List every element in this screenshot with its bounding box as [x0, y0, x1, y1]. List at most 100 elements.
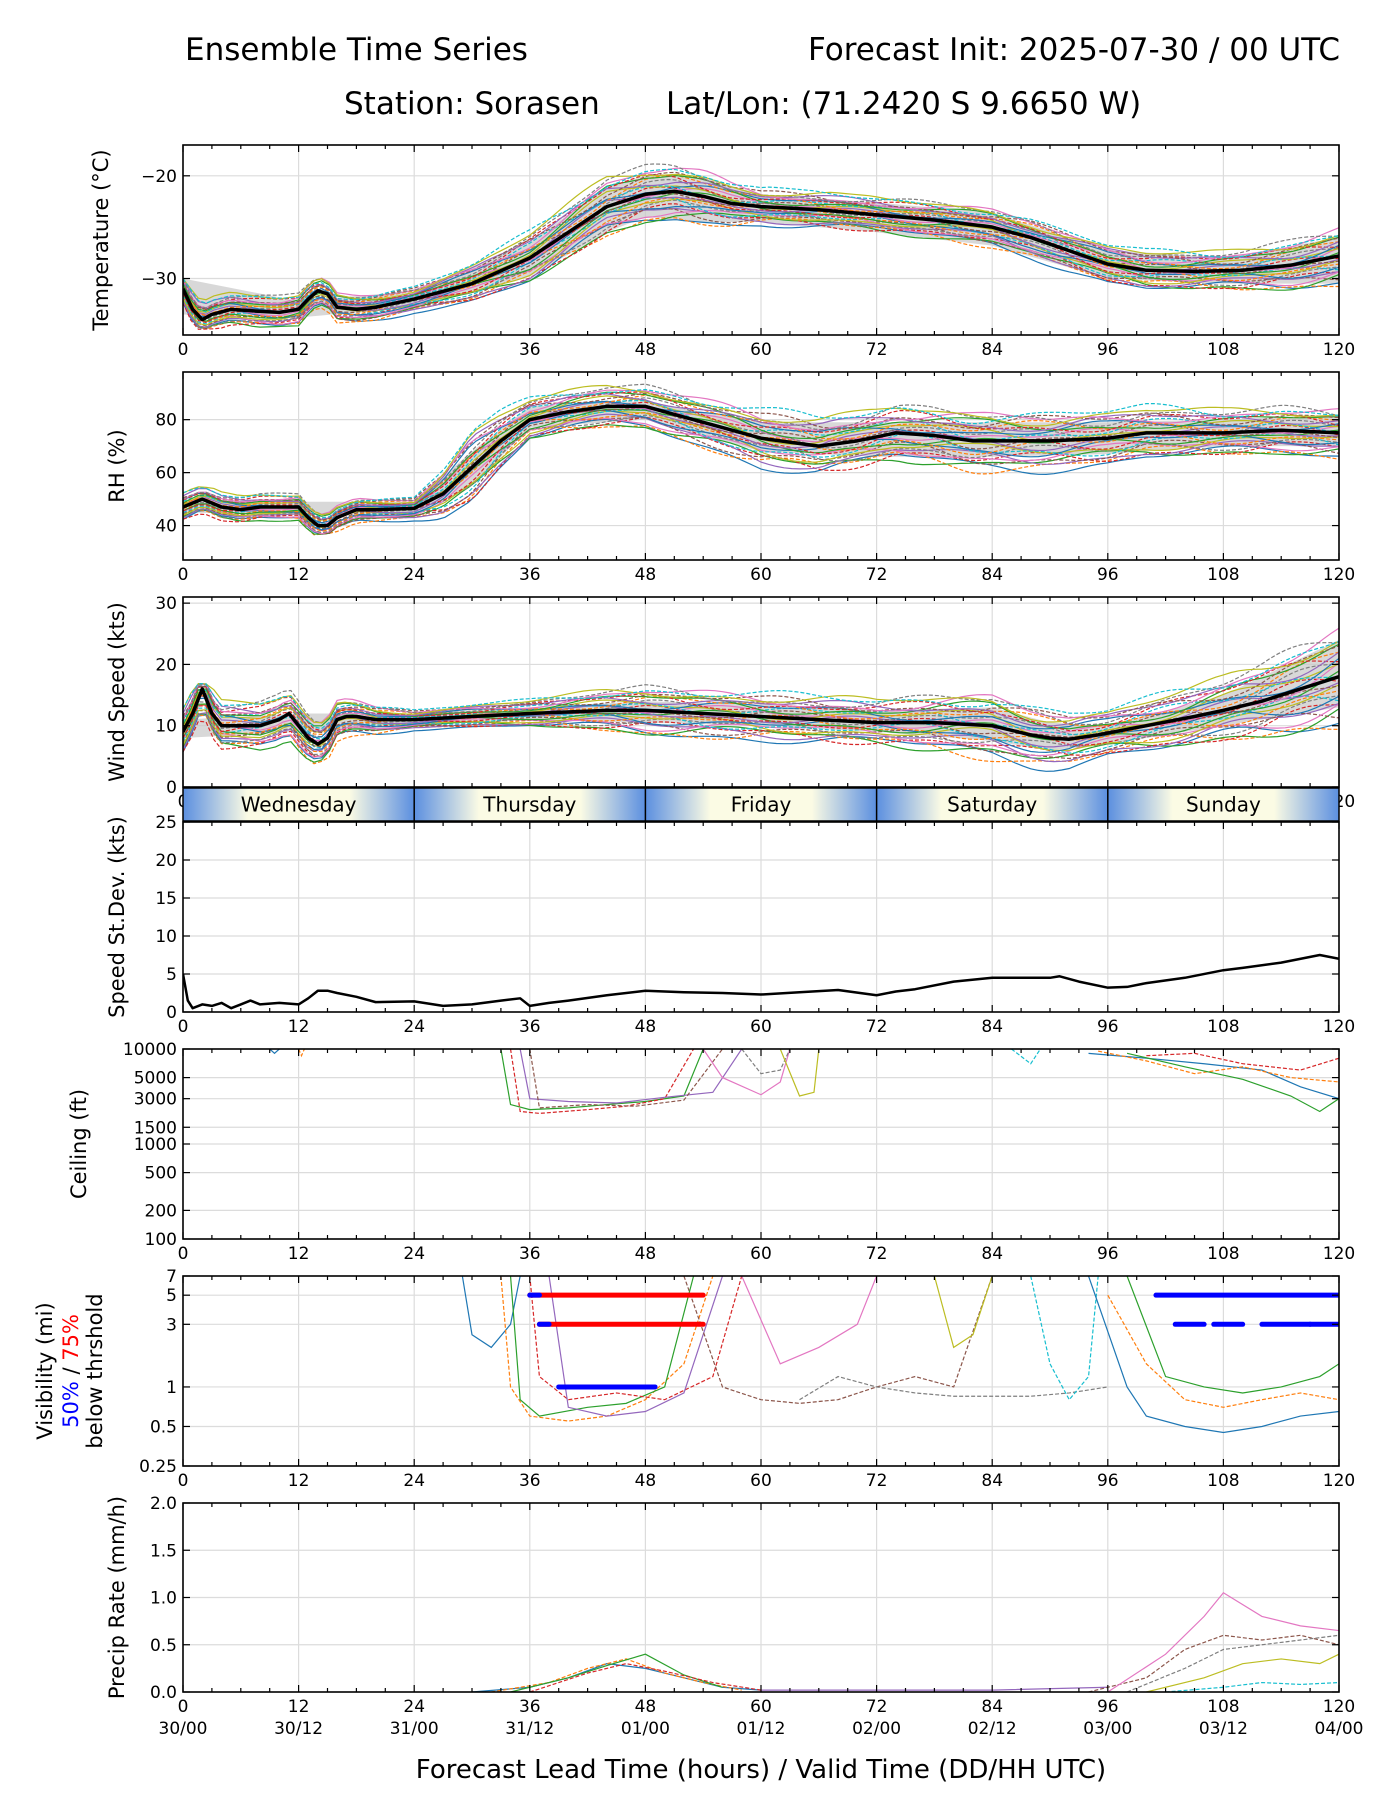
precip-plot-area [471, 1591, 1339, 1692]
ensemble-member-line [183, 676, 1339, 740]
day-label: Saturday [947, 793, 1037, 817]
wind_speed-ylabel: Wind Speed (kts) [105, 602, 129, 782]
ceiling-panel: 0 12 24 36 48 60 72 84 96 108 120 100 200 500 10001500… [67, 1040, 1355, 1264]
ensemble-member-line [183, 703, 1339, 758]
y-tick-label: 25 [155, 813, 177, 833]
speed_stdev-ylabel: Speed St.Dev. (kts) [105, 816, 129, 1018]
day-band-segment [414, 788, 646, 821]
x-tick-label: 72 [866, 1244, 888, 1264]
y-tick-label: 5 [166, 965, 177, 985]
pct-separator: / [59, 1361, 83, 1381]
ensemble-member-line [1146, 1052, 1339, 1071]
x-tick-label: 108 [1207, 565, 1239, 585]
day-label: Friday [731, 793, 792, 817]
ensemble-member-line [183, 393, 1339, 521]
x-tick-label: 48 [635, 1697, 657, 1717]
ensemble-member-line [183, 660, 1339, 732]
x-tick-label: 60 [750, 1471, 772, 1491]
ensemble-member-line [183, 417, 1339, 535]
y-tick-label: 5000 [134, 1069, 177, 1089]
ensemble-member-line [183, 205, 1339, 319]
x-tick-label: 60 [750, 565, 772, 585]
title-right: Forecast Init: 2025-07-30 / 00 UTC [808, 32, 1340, 68]
x-tick-label: 72 [866, 1471, 888, 1491]
x-tick-label: 36 [519, 1697, 541, 1717]
y-tick-label: 20 [155, 655, 177, 675]
ensemble-member-line [1011, 1049, 1041, 1065]
ensemble-member-line [183, 657, 1339, 739]
x-tick-label: 96 [1097, 1244, 1119, 1264]
x-tick-label: 36 [519, 1471, 541, 1491]
temperature-ylabel: Temperature (°C) [89, 149, 113, 331]
day-label: Wednesday [241, 793, 357, 817]
x-tick-label: 72 [866, 565, 888, 585]
ensemble-member-line [529, 1276, 743, 1401]
x-tick-label: 36 [519, 1244, 541, 1264]
x-tick-label: 120 [1323, 1471, 1355, 1491]
x-tick-label: 60 [750, 340, 772, 360]
x-tick-label: 24 [403, 340, 425, 360]
ensemble-member-line [1107, 1591, 1339, 1692]
x-tick-label: 96 [1097, 1471, 1119, 1491]
x-tick-label: 24 [403, 1017, 425, 1037]
x-tick-label: 108 [1207, 340, 1239, 360]
ensemble-member-line [183, 709, 1339, 760]
valid-time-label: 04/00 [1315, 1719, 1364, 1739]
ensemble-member-line [1098, 1050, 1339, 1083]
valid-time-label: 02/00 [852, 1719, 901, 1739]
valid-time-label: 30/00 [159, 1719, 208, 1739]
y-tick-label: 0.5 [150, 1636, 177, 1656]
valid-time-label: 31/00 [390, 1719, 439, 1739]
valid-time-label: 02/12 [968, 1719, 1017, 1739]
ensemble-member-line [500, 1276, 714, 1422]
x-tick-label: 96 [1097, 340, 1119, 360]
ceiling-ylabel: Ceiling (ft) [67, 1089, 91, 1199]
x-tick-label: 72 [866, 1017, 888, 1037]
title-left: Ensemble Time Series [185, 32, 528, 68]
x-tick-label: 0 [178, 1017, 189, 1037]
x-tick-label: 84 [981, 1697, 1003, 1717]
x-tick-label: 108 [1207, 1244, 1239, 1264]
x-tick-label: 120 [1323, 1697, 1355, 1717]
ensemble-member-line [183, 643, 1339, 730]
ensemble-member-line [183, 173, 1339, 301]
ensemble-member-line [183, 392, 1339, 521]
y-tick-label: −20 [141, 167, 177, 187]
y-tick-label: 500 [145, 1164, 177, 1184]
visibility-panel: 0 12 24 36 48 60 72 84 96 108 120 0.25 0.5 1 3 57 Visibi… [33, 1267, 1355, 1491]
y-tick-label: 20 [155, 851, 177, 871]
ensemble-member-line [1146, 1653, 1339, 1692]
ensemble-member-line [183, 216, 1339, 330]
ensemble-member-line [1088, 1052, 1339, 1100]
valid-time-label: 30/12 [274, 1719, 323, 1739]
x-tick-label: 120 [1323, 340, 1355, 360]
valid-time-label: 01/00 [621, 1719, 670, 1739]
pct50-label: 50% [59, 1381, 83, 1428]
precip-ylabel: Precip Rate (mm/h) [105, 1496, 129, 1699]
x-tick-label: 96 [1097, 1697, 1119, 1717]
x-tick-label: 12 [288, 340, 310, 360]
ensemble-member-line [1107, 1294, 1339, 1408]
y-tick-label: 2.0 [150, 1494, 177, 1514]
ceiling-plot-area [269, 1049, 1339, 1114]
ensemble-member-line [1165, 1681, 1339, 1692]
ensemble-member-line [183, 175, 1339, 312]
ensemble-member-line [183, 695, 1339, 754]
y-tick-label: 10000 [123, 1040, 177, 1060]
x-axis-label: Forecast Lead Time (hours) / Valid Time … [416, 1755, 1106, 1785]
ensemble-member-line [183, 640, 1339, 724]
y-tick-label: 3000 [134, 1090, 177, 1110]
ensemble-member-line [933, 1276, 993, 1349]
ensemble-member-line [183, 210, 1339, 325]
x-tick-label: 12 [288, 1017, 310, 1037]
ensemble-member-line [683, 1276, 993, 1404]
ensemble-member-line [269, 1049, 280, 1055]
day-band-frame [182, 787, 1340, 822]
ensemble-member-line [183, 678, 1339, 746]
x-tick-label: 84 [981, 565, 1003, 585]
x-tick-label: 84 [981, 1244, 1003, 1264]
ensemble-member-line [509, 1049, 695, 1114]
x-tick-label: 72 [866, 1697, 888, 1717]
valid-time-label: 03/00 [1083, 1719, 1132, 1739]
